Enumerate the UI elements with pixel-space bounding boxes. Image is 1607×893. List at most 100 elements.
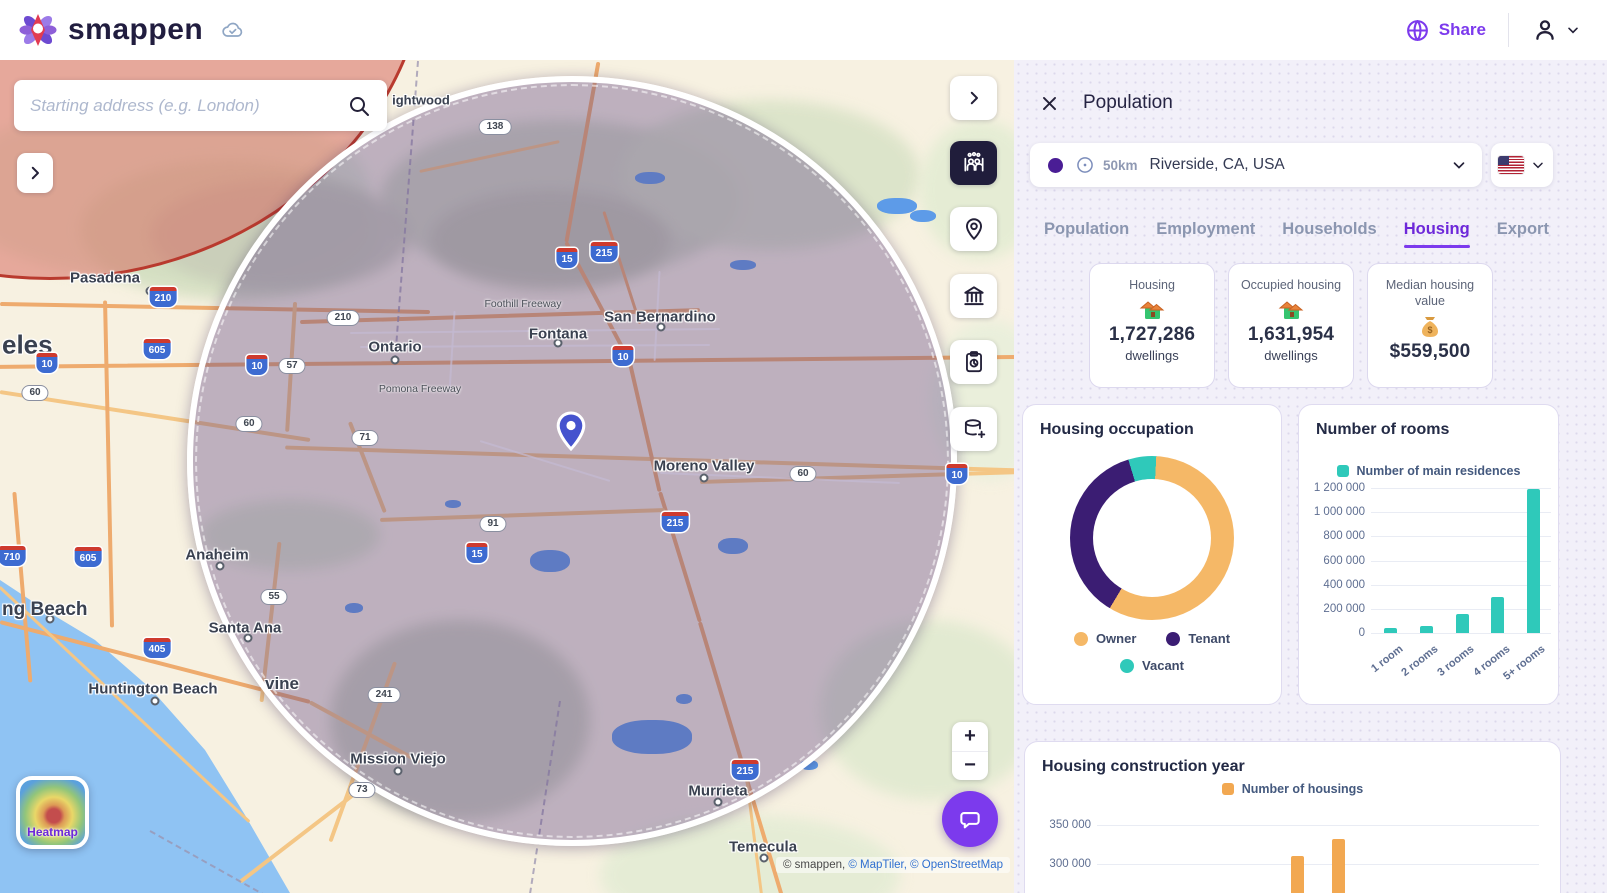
interstate-shield: 15 — [556, 248, 578, 268]
legend-dot — [1073, 631, 1088, 646]
interstate-shield: 10 — [612, 346, 634, 366]
city-label: San Bernardino — [604, 308, 716, 326]
stat-unit: dwellings — [1125, 348, 1179, 364]
center-pin-icon[interactable] — [554, 410, 588, 452]
city-marker — [390, 355, 400, 365]
interstate-shield: 710 — [0, 546, 26, 566]
population-tool-button[interactable] — [950, 141, 997, 185]
interstate-shield: 215 — [590, 242, 618, 262]
stat-value: 1,727,286 — [1108, 324, 1196, 346]
search-input[interactable] — [30, 95, 347, 116]
user-icon — [1536, 20, 1554, 40]
interstate-shield: 605 — [143, 339, 171, 359]
city-label: Ontario — [368, 338, 422, 356]
data-layers-tool-button[interactable] — [950, 407, 997, 451]
stat-cards: Housing 1,727,286 dwellings Occupied housin… — [1089, 263, 1493, 388]
database-plus-icon — [964, 419, 985, 439]
search-icon[interactable] — [347, 94, 371, 118]
road-label: Pomona Freeway — [378, 383, 462, 395]
interstate-shield: 605 — [74, 547, 102, 567]
city-label: ightwood — [392, 92, 450, 108]
zoom-control: + − — [952, 722, 988, 780]
grid-line — [1371, 512, 1551, 514]
expand-left-panel-button[interactable] — [17, 153, 53, 193]
houses-icon — [1139, 298, 1165, 322]
country-selector[interactable] — [1491, 143, 1553, 187]
attrib-osm-link[interactable]: © OpenStreetMap — [910, 859, 1003, 871]
route-shield: 60 — [21, 385, 49, 401]
panel-tabs: Population Employment Households Housing Exp… — [1044, 220, 1549, 248]
route-shield: 60 — [789, 466, 817, 482]
us-flag-icon — [1498, 156, 1524, 174]
route-shield: 60 — [235, 416, 263, 432]
y-tick-label: 1 200 000 — [1313, 482, 1365, 494]
route-shield: 210 — [326, 310, 360, 326]
pin-circle-icon — [965, 218, 982, 241]
stat-value: 1,631,954 — [1247, 324, 1335, 346]
money-bag-icon: $ — [1419, 315, 1441, 339]
route-shield: 138 — [478, 119, 512, 135]
attrib-maptiler-link[interactable]: © MapTiler, — [848, 859, 907, 871]
stat-card-1: Housing 1,727,286 dwellings — [1089, 263, 1215, 388]
interstate-shield: 10 — [946, 464, 968, 484]
chart-title: Housing construction year — [1042, 758, 1245, 775]
bar-3-rooms — [1455, 613, 1469, 633]
share-button[interactable]: Share — [1405, 18, 1486, 43]
zone-radius-label: 50km — [1103, 157, 1138, 173]
tab-population[interactable]: Population — [1044, 220, 1130, 238]
bar-2-rooms — [1419, 626, 1433, 633]
legend-swatch — [1336, 465, 1349, 477]
chat-support-button[interactable] — [942, 791, 998, 847]
report-tool-button[interactable] — [950, 340, 997, 384]
tab-employment[interactable]: Employment — [1156, 220, 1256, 238]
city-label: Anaheim — [185, 546, 249, 564]
city-label: Huntington Beach — [88, 680, 218, 698]
stat-card-3: Median housing value $ $559,500 — [1367, 263, 1493, 388]
stat-label: Median housing value — [1385, 278, 1475, 309]
tab-housing[interactable]: Housing — [1403, 220, 1470, 248]
location-tool-button[interactable] — [950, 207, 997, 251]
y-tick-label: 300 000 — [1049, 858, 1091, 870]
city-label: Santa Ana — [208, 619, 282, 637]
housing-occupation-card: Housing occupation Owner Tenant Vacant — [1022, 404, 1282, 705]
interstate-shield: 215 — [661, 512, 689, 532]
city-marker — [713, 797, 723, 807]
lake — [910, 210, 936, 222]
chevron-down-icon — [1568, 27, 1578, 34]
poi-bank-tool-button[interactable] — [950, 274, 997, 318]
route-shield: 57 — [278, 358, 306, 374]
legend-dot — [1120, 658, 1135, 673]
legend-item-vacant: Vacant — [1120, 658, 1184, 673]
radius-circle-50km[interactable] — [187, 76, 957, 846]
chart-title: Housing occupation — [1040, 421, 1194, 438]
chart-title: Number of rooms — [1316, 421, 1450, 438]
construction-bar — [1332, 839, 1345, 893]
city-marker — [45, 614, 55, 624]
collapse-panel-button[interactable] — [950, 76, 997, 120]
map-canvas[interactable]: ightwood Pasadena eles Ontario Fontana San Be… — [0, 60, 1014, 893]
legend-label: Tenant — [1188, 631, 1231, 646]
city-marker — [215, 561, 225, 571]
share-label: Share — [1438, 20, 1486, 39]
housing-construction-year-card: Housing construction year Number of hous… — [1024, 741, 1561, 893]
x-category-label: 2 rooms — [1399, 643, 1441, 679]
account-menu-button[interactable] — [1531, 16, 1581, 44]
y-tick-label: 800 000 — [1323, 530, 1365, 543]
grid-line — [1371, 488, 1551, 489]
bank-icon — [963, 286, 984, 306]
grid-line — [1371, 584, 1551, 586]
city-marker — [656, 322, 666, 332]
city-label: Fontana — [528, 325, 588, 343]
close-panel-button[interactable] — [1040, 94, 1059, 113]
zoom-in-button[interactable]: + — [952, 722, 988, 752]
header-divider — [1508, 13, 1509, 47]
zone-selector[interactable]: 50km Riverside, CA, USA — [1030, 143, 1482, 187]
heatmap-toggle-button[interactable]: Heatmap — [16, 776, 89, 849]
tab-export[interactable]: Export — [1496, 220, 1549, 238]
zoom-out-button[interactable]: − — [964, 754, 976, 777]
chevron-right-icon — [31, 166, 39, 180]
road-label: Foothill Freeway — [484, 298, 562, 310]
smappen-logo[interactable]: smappen — [18, 10, 246, 50]
tab-households[interactable]: Households — [1282, 220, 1377, 238]
city-label: Temecula — [728, 838, 798, 856]
